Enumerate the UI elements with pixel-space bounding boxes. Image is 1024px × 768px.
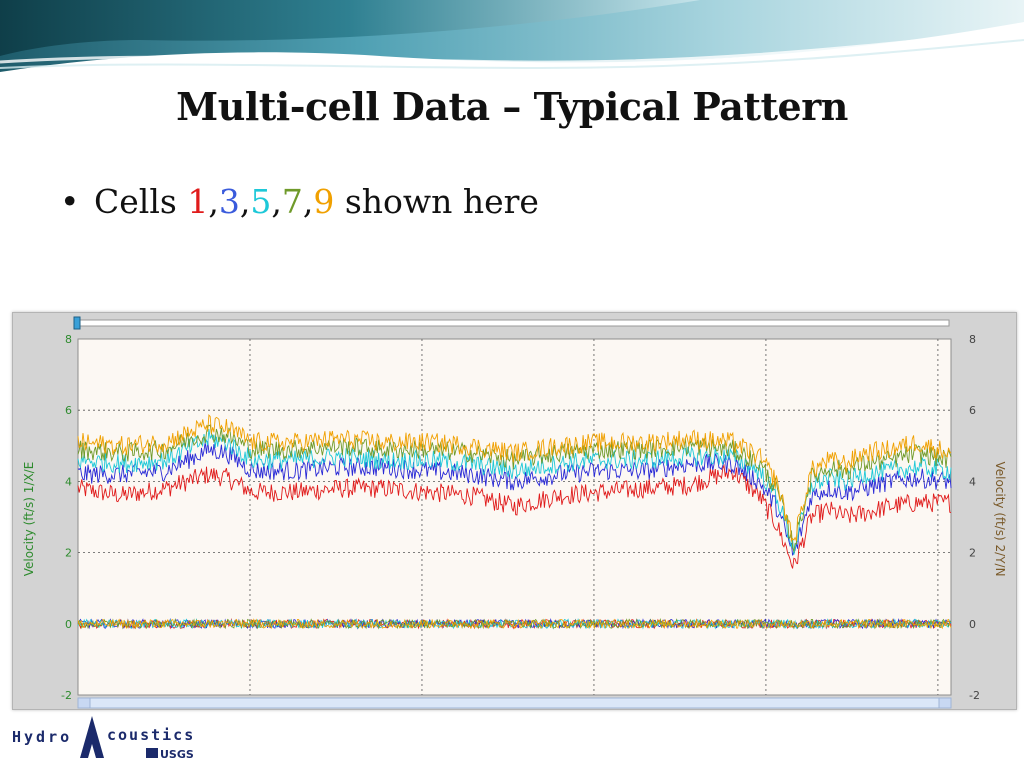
time-slider-track[interactable] <box>76 319 950 327</box>
velocity-chart: -2 -2 0 0 2 2 4 4 6 6 8 8 Velocity (ft/s) 1/X/E Vel… <box>22 316 1007 709</box>
y-tick-left: -2 <box>61 689 72 702</box>
horizontal-scrollbar[interactable] <box>77 697 952 709</box>
logo-agency: USGS <box>160 748 194 761</box>
logo-a-mark-icon <box>80 716 104 758</box>
y-tick-right: -2 <box>969 689 980 702</box>
plot-area <box>77 338 952 696</box>
y-tick-left: 6 <box>65 404 72 417</box>
y-axis-left-label: Velocity (ft/s) 1/X/E <box>22 462 36 577</box>
separator: , <box>271 182 282 221</box>
y-axis-right-label: Velocity (ft/s) 2/Y/N <box>993 461 1007 576</box>
separator: , <box>239 182 251 221</box>
logo-text-right: coustics <box>107 726 195 744</box>
hydroacoustics-logo: Hydro coustics USGS <box>12 716 195 761</box>
axis-ticks: -2 -2 0 0 2 2 4 4 6 6 8 8 <box>61 333 980 702</box>
series-line-1 <box>77 463 952 569</box>
y-tick-left: 0 <box>65 618 72 631</box>
header-banner <box>0 0 1024 80</box>
series-group <box>77 414 952 630</box>
y-tick-right: 2 <box>969 547 976 560</box>
y-tick-right: 6 <box>969 404 976 417</box>
cell-1-label: 1 <box>187 182 209 221</box>
scroll-right-button[interactable] <box>938 697 952 709</box>
time-slider-handle[interactable] <box>73 316 81 330</box>
logo-text-left: Hydro <box>12 728 72 746</box>
cell-3-label: 3 <box>218 182 240 221</box>
separator: , <box>302 182 314 221</box>
series-line-5 <box>77 414 952 543</box>
y-tick-left: 2 <box>65 547 72 560</box>
series-line-component2-5 <box>77 618 952 630</box>
scroll-left-button[interactable] <box>77 697 91 709</box>
y-tick-right: 0 <box>969 618 976 631</box>
bullet-prefix: Cells <box>94 182 177 221</box>
bullet-suffix: shown here <box>344 182 539 221</box>
cell-7-label: 7 <box>281 182 303 221</box>
cell-9-label: 9 <box>313 182 335 221</box>
series-line-2 <box>77 441 952 556</box>
y-tick-left: 8 <box>65 333 72 346</box>
usgs-mark-icon <box>146 748 158 758</box>
chart-window: -2 -2 0 0 2 2 4 4 6 6 8 8 Velocity (ft/s) 1/X/E Vel… <box>12 312 1017 710</box>
slide-title: Multi-cell Data – Typical Pattern <box>176 84 848 129</box>
bullet-dot: • <box>60 182 80 221</box>
cell-5-label: 5 <box>250 182 272 221</box>
bullet-item: • Cells 1,3,5,7,9 shown here <box>60 182 539 221</box>
separator: , <box>208 182 219 221</box>
y-tick-right: 4 <box>969 475 976 488</box>
y-tick-left: 4 <box>65 475 72 488</box>
y-tick-right: 8 <box>969 333 976 346</box>
